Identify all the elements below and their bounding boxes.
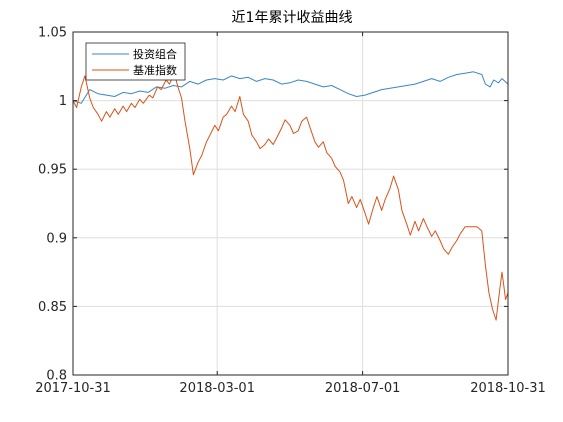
y-tick-label: 0.95 [38, 163, 67, 178]
legend-box [85, 42, 186, 81]
plot-area [73, 32, 508, 375]
legend: 投资组合 基准指数 [85, 42, 186, 81]
x-tick-label: 2017-10-31 [35, 381, 111, 396]
legend-label-benchmark: 基准指数 [133, 63, 177, 77]
plot-frame [72, 31, 509, 376]
chart-title: 近1年累计收益曲线 [232, 10, 353, 26]
y-tick-label: 0.85 [38, 300, 67, 315]
y-tick-label: 1.05 [38, 26, 67, 41]
x-tick-label: 2018-10-31 [470, 381, 546, 396]
portfolio-series-line [72, 71, 509, 104]
benchmark-series-line [72, 72, 509, 321]
legend-label-portfolio: 投资组合 [133, 47, 177, 61]
y-tick-label: 1 [59, 94, 67, 109]
y-tick-label: 0.9 [46, 231, 67, 246]
y-tick-label: 0.8 [46, 369, 67, 384]
axis-ticks: 0.8 0.85 0.9 0.95 1 1.05 2017-10-31 2018-03-01 2… [35, 26, 546, 397]
x-tick-label: 2018-07-01 [325, 381, 401, 396]
series-lines [72, 71, 509, 321]
x-tick-label: 2018-03-01 [179, 381, 255, 396]
